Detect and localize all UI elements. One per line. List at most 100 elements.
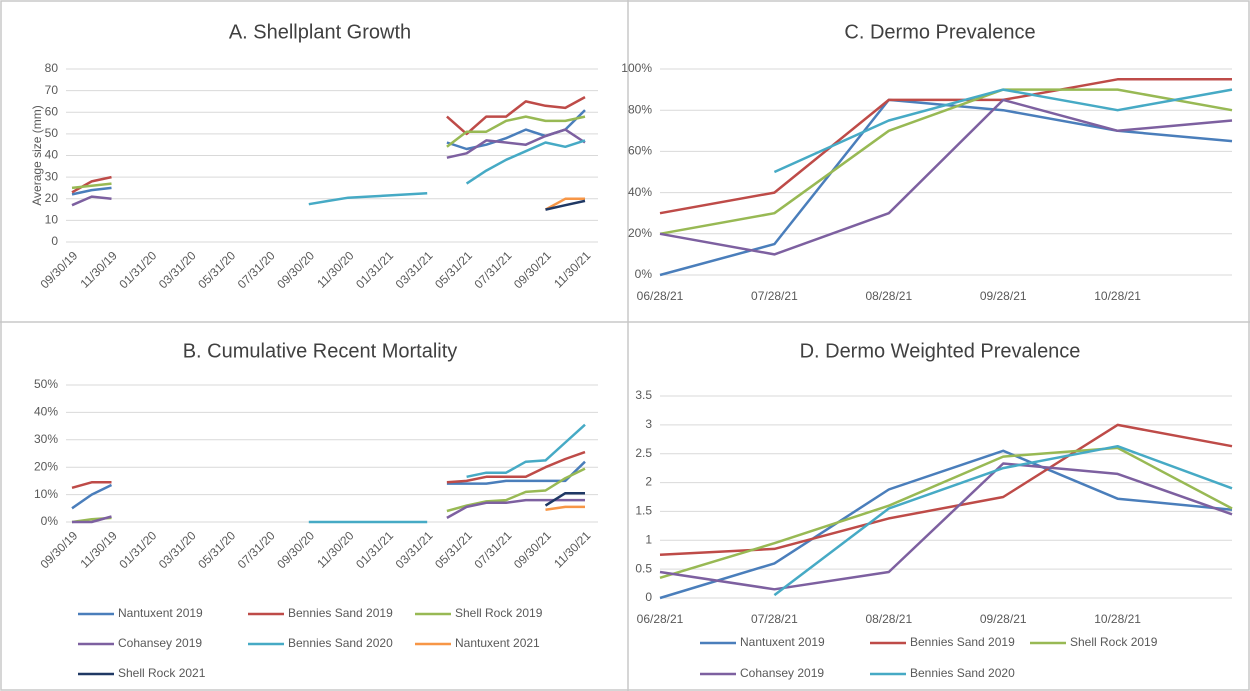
series-line: [71, 96, 586, 194]
series-line: [308, 139, 586, 206]
x-tick-label: 03/31/21: [393, 528, 436, 571]
x-tick-label: 03/31/21: [393, 248, 436, 291]
x-tick-label: 09/28/21: [980, 289, 1027, 303]
y-tick-label: 1: [645, 532, 652, 546]
series-line: [71, 115, 586, 190]
series-line: [773, 444, 1233, 597]
x-tick-label: 03/31/20: [156, 528, 199, 571]
y-tick-label: 30%: [34, 432, 58, 446]
x-tick-label: 09/30/21: [511, 528, 554, 571]
y-tick-label: 20%: [628, 226, 652, 240]
series-line: [71, 109, 586, 196]
x-tick-label: 09/28/21: [980, 612, 1027, 626]
x-tick-label: 10/28/21: [1094, 289, 1141, 303]
y-tick-label: 40%: [34, 405, 58, 419]
x-tick-label: 10/28/21: [1094, 612, 1141, 626]
y-tick-label: 70: [45, 83, 59, 97]
series-line: [659, 78, 1232, 215]
y-tick-label: 80%: [628, 102, 652, 116]
x-tick-label: 01/31/21: [353, 248, 396, 291]
y-tick-label: 3.5: [635, 388, 652, 402]
chart-title: D. Dermo Weighted Prevalence: [800, 340, 1081, 362]
chart-title: B. Cumulative Recent Mortality: [183, 340, 458, 362]
y-tick-label: 0.5: [635, 561, 652, 575]
x-tick-label: 07/28/21: [751, 612, 798, 626]
x-tick-label: 07/31/21: [472, 528, 515, 571]
x-tick-label: 05/31/20: [195, 248, 238, 291]
chart-title: A. Shellplant Growth: [229, 21, 411, 43]
y-tick-label: 1.5: [635, 504, 652, 518]
legend-label: Shell Rock 2019: [455, 606, 543, 620]
x-tick-label: 11/30/19: [78, 528, 121, 571]
legend-label: Shell Rock 2021: [118, 666, 206, 680]
y-tick-label: 60%: [628, 144, 652, 158]
x-tick-label: 06/28/21: [637, 289, 684, 303]
series-line: [545, 505, 585, 511]
y-tick-label: 0: [51, 234, 58, 248]
series-line: [659, 98, 1233, 256]
y-tick-label: 60: [45, 104, 59, 118]
legend-label: Bennies Sand 2020: [910, 666, 1015, 680]
x-tick-label: 07/31/20: [235, 248, 278, 291]
x-tick-label: 08/28/21: [865, 612, 912, 626]
y-tick-label: 20%: [34, 459, 58, 473]
y-tick-label: 0%: [41, 514, 59, 528]
legend-label: Nantuxent 2021: [455, 636, 540, 650]
legend-label: Bennies Sand 2019: [910, 635, 1015, 649]
y-tick-label: 0%: [635, 267, 653, 281]
y-tick-label: 40: [45, 148, 59, 162]
x-tick-label: 05/31/21: [432, 528, 475, 571]
y-tick-label: 50: [45, 126, 59, 140]
chart-title: C. Dermo Prevalence: [844, 21, 1035, 43]
series-line: [659, 449, 1233, 600]
x-tick-label: 09/30/20: [274, 528, 317, 571]
series-line: [544, 491, 585, 507]
series-line: [659, 462, 1233, 591]
legend-label: Shell Rock 2019: [1070, 635, 1158, 649]
y-tick-label: 3: [645, 417, 652, 431]
series-line: [659, 446, 1233, 579]
y-tick-label: 2.5: [635, 446, 652, 460]
x-tick-label: 01/31/20: [116, 528, 159, 571]
x-tick-label: 07/31/20: [235, 528, 278, 571]
legend-label: Cohansey 2019: [118, 636, 202, 650]
x-tick-label: 11/30/20: [314, 528, 357, 571]
legend-label: Nantuxent 2019: [740, 635, 825, 649]
series-line: [71, 128, 586, 207]
x-tick-label: 05/31/21: [432, 248, 475, 291]
legend-label: Cohansey 2019: [740, 666, 824, 680]
x-tick-label: 05/31/20: [195, 528, 238, 571]
y-tick-label: 100%: [621, 61, 652, 75]
series-line: [659, 423, 1233, 556]
x-tick-label: 09/30/21: [511, 248, 554, 291]
x-tick-label: 08/28/21: [865, 289, 912, 303]
y-tick-label: 10%: [34, 487, 58, 501]
y-tick-label: 50%: [34, 377, 58, 391]
x-tick-label: 01/31/20: [116, 248, 159, 291]
series-line: [308, 423, 586, 524]
series-line: [773, 88, 1233, 174]
series-line: [72, 498, 585, 524]
series-line: [545, 199, 586, 211]
x-tick-label: 06/28/21: [637, 612, 684, 626]
series-line: [544, 197, 585, 211]
y-tick-label: 2: [645, 475, 652, 489]
legend-label: Bennies Sand 2019: [288, 606, 393, 620]
y-tick-label: 0: [645, 590, 652, 604]
y-tick-label: 30: [45, 169, 59, 183]
y-tick-label: 10: [45, 213, 59, 227]
x-tick-label: 11/30/19: [78, 248, 121, 291]
x-tick-label: 01/31/21: [353, 528, 396, 571]
y-tick-label: 20: [45, 191, 59, 205]
x-tick-label: 11/30/20: [314, 248, 357, 291]
series-line: [71, 450, 586, 490]
x-tick-label: 11/30/21: [551, 528, 594, 571]
y-axis-title: Average size (mm): [30, 105, 44, 205]
x-tick-label: 09/30/19: [37, 528, 80, 571]
x-tick-label: 03/31/20: [156, 248, 199, 291]
y-tick-label: 40%: [628, 185, 652, 199]
x-tick-label: 09/30/20: [274, 248, 317, 291]
x-tick-label: 07/31/21: [472, 248, 515, 291]
